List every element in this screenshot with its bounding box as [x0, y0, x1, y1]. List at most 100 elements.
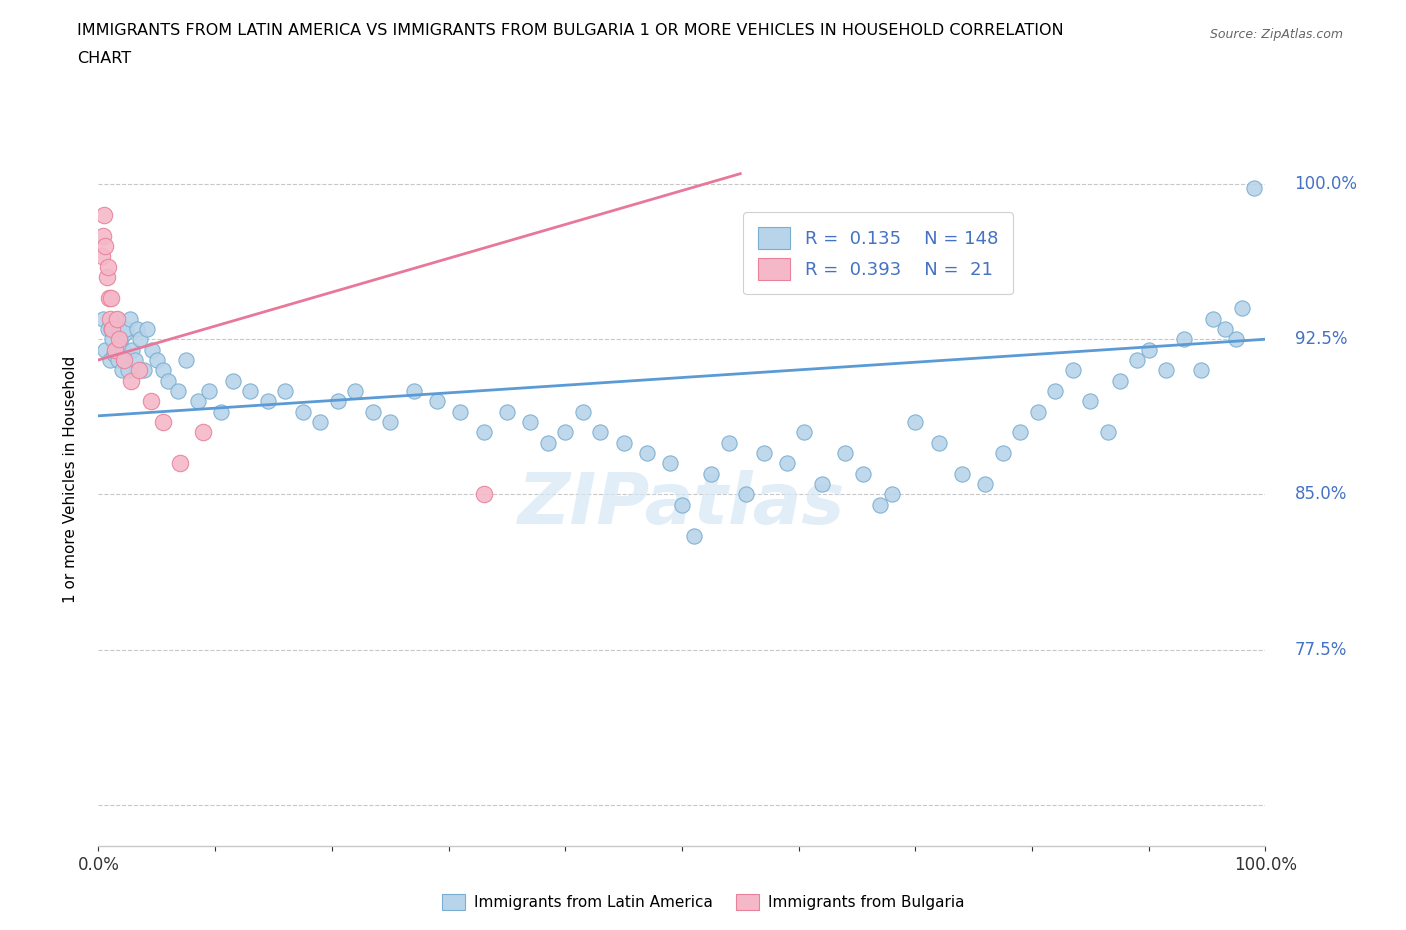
Point [950, 466, 973, 481]
Point [752, 445, 775, 460]
Point [128, 363, 150, 378]
Point [402, 383, 425, 398]
Point [1137, 342, 1160, 357]
Point [1045, 383, 1067, 398]
Point [100, 290, 122, 305]
Point [636, 445, 658, 460]
Point [101, 332, 124, 347]
Point [121, 342, 143, 357]
Point [100, 322, 122, 337]
Point [105, 342, 128, 357]
Point [571, 405, 593, 419]
Point [124, 352, 146, 367]
Point [108, 332, 131, 347]
Point [472, 425, 495, 440]
Point [111, 363, 134, 378]
Point [380, 415, 402, 430]
Point [97, 259, 120, 274]
Point [169, 456, 191, 471]
Point [1213, 322, 1236, 337]
Point [152, 415, 174, 430]
Point [834, 445, 856, 460]
Point [93, 207, 115, 222]
Point [554, 425, 576, 440]
Point [146, 352, 169, 367]
Point [98, 312, 121, 326]
Point [94, 239, 117, 254]
Point [1225, 332, 1247, 347]
Point [157, 373, 180, 388]
Point [97, 290, 120, 305]
Point [869, 498, 891, 512]
Point [1243, 180, 1265, 195]
Text: ZIPatlas: ZIPatlas [519, 471, 845, 539]
Point [112, 352, 135, 367]
Point [152, 363, 174, 378]
Point [198, 383, 221, 398]
Point [612, 435, 634, 450]
Point [589, 425, 612, 440]
Point [659, 456, 682, 471]
Point [125, 322, 148, 337]
Point [239, 383, 262, 398]
Point [98, 352, 121, 367]
Point [776, 456, 799, 471]
Point [104, 312, 127, 326]
Point [209, 405, 232, 419]
Point [96, 270, 118, 285]
Point [105, 312, 128, 326]
Point [103, 346, 125, 361]
Point [94, 342, 117, 357]
Point [291, 405, 314, 419]
Point [104, 342, 127, 357]
Y-axis label: 1 or more Vehicles in Household: 1 or more Vehicles in Household [63, 355, 77, 603]
Point [91, 312, 114, 326]
Point [1189, 363, 1212, 378]
Point [136, 322, 159, 337]
Text: Source: ZipAtlas.com: Source: ZipAtlas.com [1209, 28, 1343, 41]
Point [139, 394, 162, 409]
Legend: Immigrants from Latin America, Immigrants from Bulgaria: Immigrants from Latin America, Immigrant… [436, 888, 970, 916]
Point [344, 383, 367, 398]
Point [141, 342, 163, 357]
Point [132, 363, 155, 378]
Point [519, 415, 541, 430]
Point [1173, 332, 1195, 347]
Point [1154, 363, 1177, 378]
Text: 92.5%: 92.5% [1295, 330, 1347, 348]
Point [904, 415, 927, 430]
Point [104, 342, 127, 357]
Point [111, 342, 134, 357]
Point [110, 332, 132, 347]
Point [112, 352, 135, 367]
Point [426, 394, 449, 409]
Point [326, 394, 349, 409]
Point [671, 498, 693, 512]
Point [187, 394, 209, 409]
Point [120, 373, 142, 388]
Point [811, 477, 834, 492]
Point [107, 352, 129, 367]
Point [472, 487, 495, 502]
Point [97, 322, 120, 337]
Point [928, 435, 950, 450]
Point [1202, 312, 1225, 326]
Point [974, 477, 997, 492]
Point [991, 445, 1014, 460]
Point [101, 322, 124, 337]
Point [166, 383, 188, 398]
Text: 100.0%: 100.0% [1295, 175, 1358, 193]
Point [1097, 425, 1119, 440]
Point [114, 326, 136, 340]
Point [274, 383, 297, 398]
Point [793, 425, 815, 440]
Point [108, 322, 131, 337]
Point [115, 322, 138, 337]
Text: 77.5%: 77.5% [1295, 641, 1347, 658]
Point [90, 249, 112, 264]
Point [496, 405, 519, 419]
Point [1026, 405, 1049, 419]
Point [118, 312, 141, 326]
Point [852, 466, 875, 481]
Point [117, 363, 139, 378]
